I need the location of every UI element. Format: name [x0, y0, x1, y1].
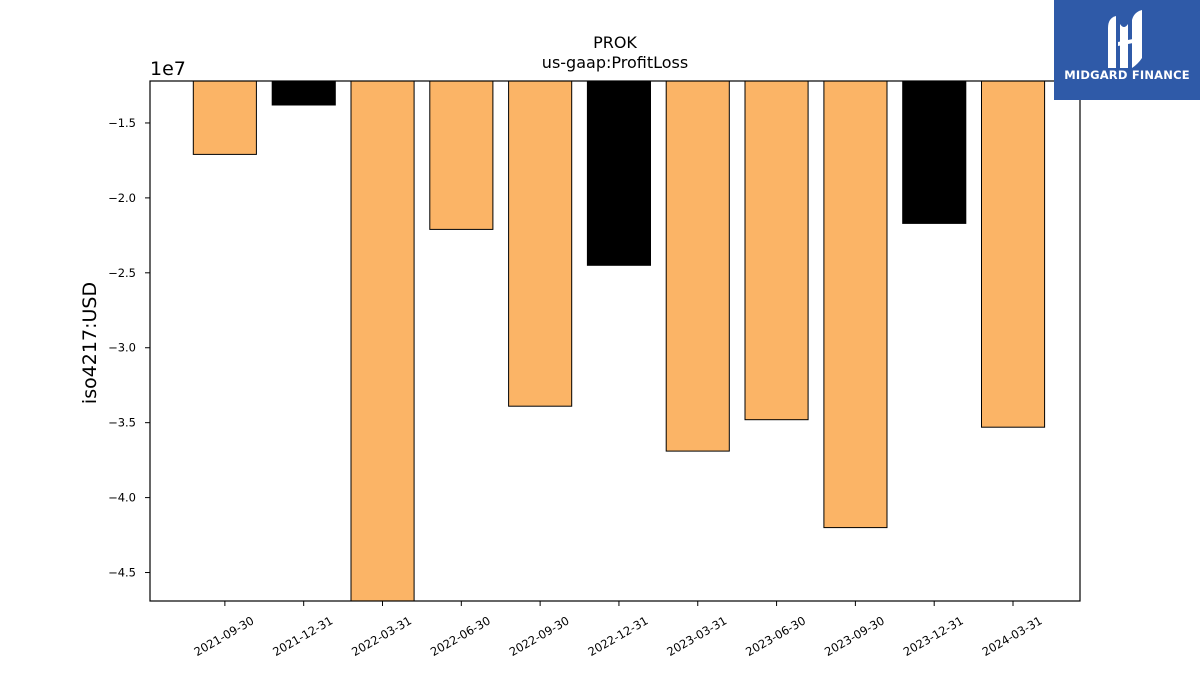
- y-tick-label: −3.0: [108, 341, 136, 355]
- bar-2021-09-30: [192, 80, 257, 155]
- x-tick-label: 2024-03-31: [980, 613, 1045, 659]
- y-axis: −1.5 −2.0 −2.5 −3.0 −3.5 −4.0 −4.5: [108, 116, 150, 580]
- x-tick-label: 2023-09-30: [822, 613, 887, 659]
- bar-2024-03-31: [981, 80, 1046, 428]
- y-tick-label: −2.0: [108, 191, 136, 205]
- midgard-logo-icon: [1108, 10, 1142, 68]
- x-tick-label: 2023-03-31: [664, 613, 729, 659]
- x-tick-label: 2022-06-30: [428, 613, 493, 659]
- y-tick-label: −4.5: [108, 566, 136, 580]
- bar-2022-12-31: [586, 80, 652, 266]
- x-tick-label: 2023-06-30: [743, 613, 808, 659]
- x-tick-label: 2021-09-30: [191, 613, 256, 659]
- midgard-finance-logo: MIDGARD FINANCE: [1054, 0, 1200, 100]
- x-tick-label: 2022-12-31: [586, 613, 651, 659]
- bars-group: [192, 80, 1046, 602]
- bar-2022-06-30: [429, 80, 494, 230]
- plot-frame: [149, 80, 1081, 602]
- bar-2022-09-30: [508, 80, 573, 407]
- bar-2023-06-30: [744, 80, 809, 421]
- y-tick-label: −3.5: [108, 416, 136, 430]
- x-tick-label: 2022-03-31: [349, 613, 414, 659]
- x-tick-label: 2021-12-31: [270, 613, 335, 659]
- x-axis: 2021-09-30 2021-12-31 2022-03-31 2022-06-30…: [191, 601, 1045, 659]
- bar-2021-12-31: [271, 80, 336, 106]
- x-tick-label: 2023-12-31: [901, 613, 966, 659]
- bar-2023-09-30: [823, 80, 888, 529]
- y-tick-label: −2.5: [108, 266, 136, 280]
- bar-2022-03-31: [350, 80, 415, 602]
- bar-2023-12-31: [902, 80, 967, 224]
- y-axis-label: iso4217:USD: [79, 282, 101, 404]
- x-tick-label: 2022-09-30: [507, 613, 572, 659]
- bar-2023-03-31: [665, 80, 730, 452]
- chart-title: PROK: [593, 33, 637, 52]
- y-tick-label: −4.0: [108, 491, 136, 505]
- logo-text: MIDGARD FINANCE: [1064, 68, 1190, 82]
- y-offset-label: 1e7: [150, 58, 186, 80]
- chart-subtitle: us-gaap:ProfitLoss: [542, 53, 688, 72]
- y-tick-label: −1.5: [108, 116, 136, 130]
